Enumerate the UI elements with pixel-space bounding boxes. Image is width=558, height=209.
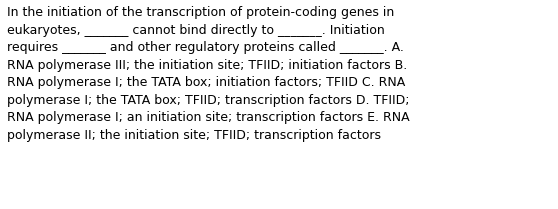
Text: In the initiation of the transcription of protein-coding genes in
eukaryotes, __: In the initiation of the transcription o…: [7, 6, 410, 142]
